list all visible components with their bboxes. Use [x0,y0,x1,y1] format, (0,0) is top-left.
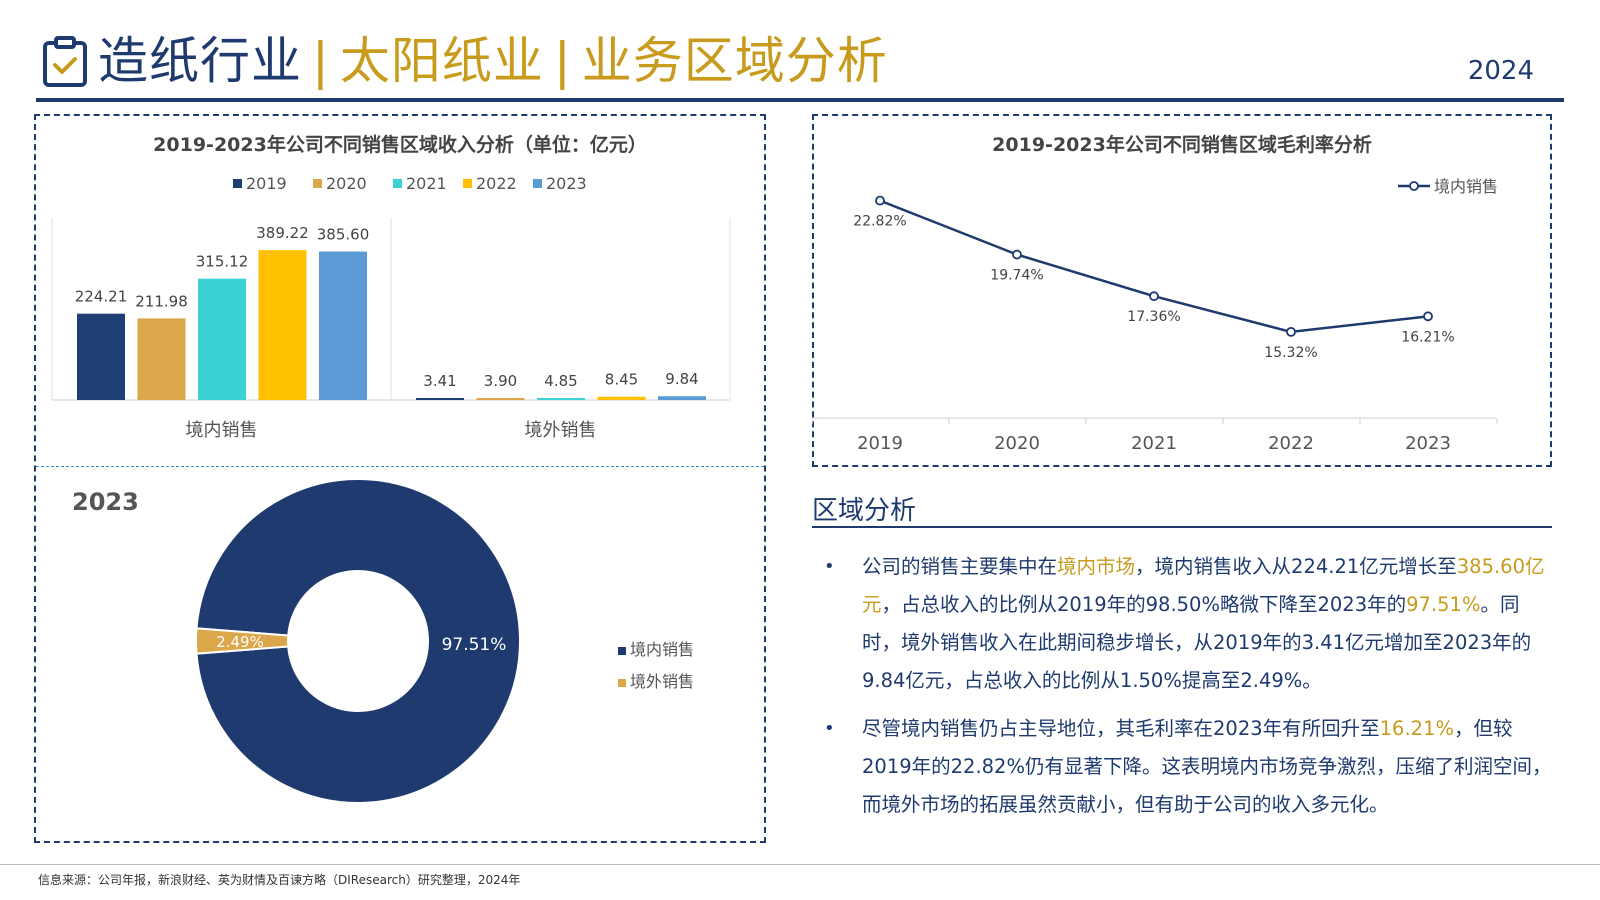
x-tick-label-2020: 2020 [994,433,1040,454]
legend-swatch-2023 [533,179,542,188]
analysis-bullet-1: • 公司的销售主要集中在境内市场，境内销售收入从224.21亿元增长至385.6… [812,548,1552,700]
title-industry: 造纸行业 [98,32,302,90]
series-point-2020 [1012,249,1022,260]
legend-swatch-2022 [463,179,472,188]
data-label-境外销售-2020: 3.90 [484,372,517,390]
bullet-text: ，但较2019年的22.82%仍有显著下降。这表明境内市场竞争激烈，压缩了利润空… [862,717,1552,816]
bullet-text: ，境内销售收入从224.21亿元增长至 [1135,555,1457,578]
title-separator: | [312,32,330,90]
title-separator: | [553,32,572,90]
legend-swatch-境内销售 [618,647,626,655]
bar-境内销售-2022 [258,250,307,400]
bullet-text: ，占总收入的比例从2019年的98.50%略微下降至2023年的 [881,593,1407,616]
donut-year-label: 2023 [72,488,139,516]
legend-label-境内销售: 境内销售 [1434,177,1498,196]
bar-chart: 2019 2020 2021 2022 2023 224.21 211.98 315.12 38… [51,174,731,441]
series-point-2022 [1286,326,1296,337]
legend-swatch-2019 [233,179,242,188]
bar-境外销售-2020 [476,398,525,400]
legend-label-境外销售: 境外销售 [630,672,694,691]
clipboard-check-icon [43,36,87,87]
series-point-2019 [875,195,885,206]
bar-境外销售-2021 [537,398,585,400]
footer-rule [0,864,1600,865]
legend-swatch-2020 [313,179,322,188]
source-note: 信息来源：公司年报，新浪财经、英为财情及百谏方略（DIResearch）研究整理… [38,873,521,887]
data-label-境内销售-2021: 315.12 [196,253,249,271]
title-topic: 业务区域分析 [581,32,888,90]
donut-label-境内销售: 97.51% [442,635,507,655]
data-label-境内销售-2020: 211.98 [135,292,188,310]
analysis-title: 区域分析 [812,496,917,526]
donut-slice-境外销售 [194,627,290,655]
legend-label-2021: 2021 [406,174,447,193]
bar-境外销售-2023 [658,396,706,400]
bar-境内销售-2020 [137,318,186,400]
bullet-highlight: 16.21% [1379,717,1454,740]
legend-swatch-2021 [393,179,402,188]
bullet-text: 。同时，境外销售收入在此期间稳步增长，从2019年的3.41亿元增加至2023年… [862,593,1532,692]
legend-label-2020: 2020 [326,174,367,193]
bullet-text: 尽管境内销售仍占主导地位，其毛利率在2023年有所回升至 [862,717,1380,740]
data-label-境内销售-2023: 385.60 [317,226,370,244]
data-label-2021: 17.36% [1127,309,1180,325]
analysis-list: • 公司的销售主要集中在境内市场，境内销售收入从224.21亿元增长至385.6… [812,548,1552,834]
header-rule [36,98,1564,102]
page-title: 造纸行业 | 太阳纸业 | 业务区域分析 [98,28,888,94]
analysis-bullet-2: • 尽管境内销售仍占主导地位，其毛利率在2023年有所回升至16.21%，但较2… [812,710,1552,824]
line-chart-title: 2019-2023年公司不同销售区域毛利率分析 [992,134,1372,156]
data-label-境内销售-2019: 224.21 [75,288,128,306]
data-label-2022: 15.32% [1264,345,1317,361]
bar-境外销售-2019 [416,398,464,400]
bullet-highlight: 97.51% [1406,593,1481,616]
legend-swatch-境外销售 [618,679,626,687]
data-label-2019: 22.82% [853,214,906,230]
line-chart: 2019 2020 2021 2022 2023 22.82% 19.74% 17.36% 15… [812,177,1498,454]
series-point-2023 [1423,311,1433,322]
bullet-text: 公司的销售主要集中在 [862,555,1058,578]
category-label-境外销售: 境外销售 [525,420,597,441]
bar-境内销售-2023 [319,251,367,400]
data-label-境内销售-2022: 389.22 [256,224,309,242]
x-tick-label-2019: 2019 [857,433,903,454]
legend-label-境内销售: 境内销售 [630,640,694,659]
legend-label-2019: 2019 [246,174,287,193]
revenue-panel [34,114,766,843]
series-point-2021 [1149,291,1159,302]
legend-marker [1409,181,1419,191]
bar-境内销售-2021 [198,278,246,400]
x-tick-label-2022: 2022 [1268,433,1314,454]
legend-label-2022: 2022 [476,174,517,193]
title-company: 太阳纸业 [339,32,544,90]
category-label-境内销售: 境内销售 [186,420,258,441]
bullet-dot: • [824,556,835,577]
bullet-dot: • [824,718,835,739]
bar-境外销售-2022 [597,396,646,400]
data-label-2020: 19.74% [990,268,1043,284]
bar-境内销售-2019 [77,313,125,400]
panel-divider [36,466,764,467]
bullet-highlight: 境内市场 [1057,555,1136,578]
donut-slice-境内销售 [195,478,521,804]
data-label-境外销售-2023: 9.84 [665,370,698,388]
x-tick-label-2023: 2023 [1405,433,1451,454]
legend-label-2023: 2023 [546,174,587,193]
year-label: 2024 [1467,56,1534,86]
data-label-境外销售-2021: 4.85 [544,372,577,390]
bullet-highlight: 385.60亿元 [862,555,1545,616]
data-label-境外销售-2022: 8.45 [605,371,638,389]
margin-panel [812,114,1552,467]
x-tick-label-2021: 2021 [1131,433,1177,454]
data-label-2023: 16.21% [1401,329,1454,345]
bar-chart-title: 2019-2023年公司不同销售区域收入分析（单位：亿元） [153,134,647,156]
data-label-境外销售-2019: 3.41 [423,372,456,390]
donut-label-境外销售: 2.49% [216,633,264,651]
analysis-rule [812,526,1552,528]
